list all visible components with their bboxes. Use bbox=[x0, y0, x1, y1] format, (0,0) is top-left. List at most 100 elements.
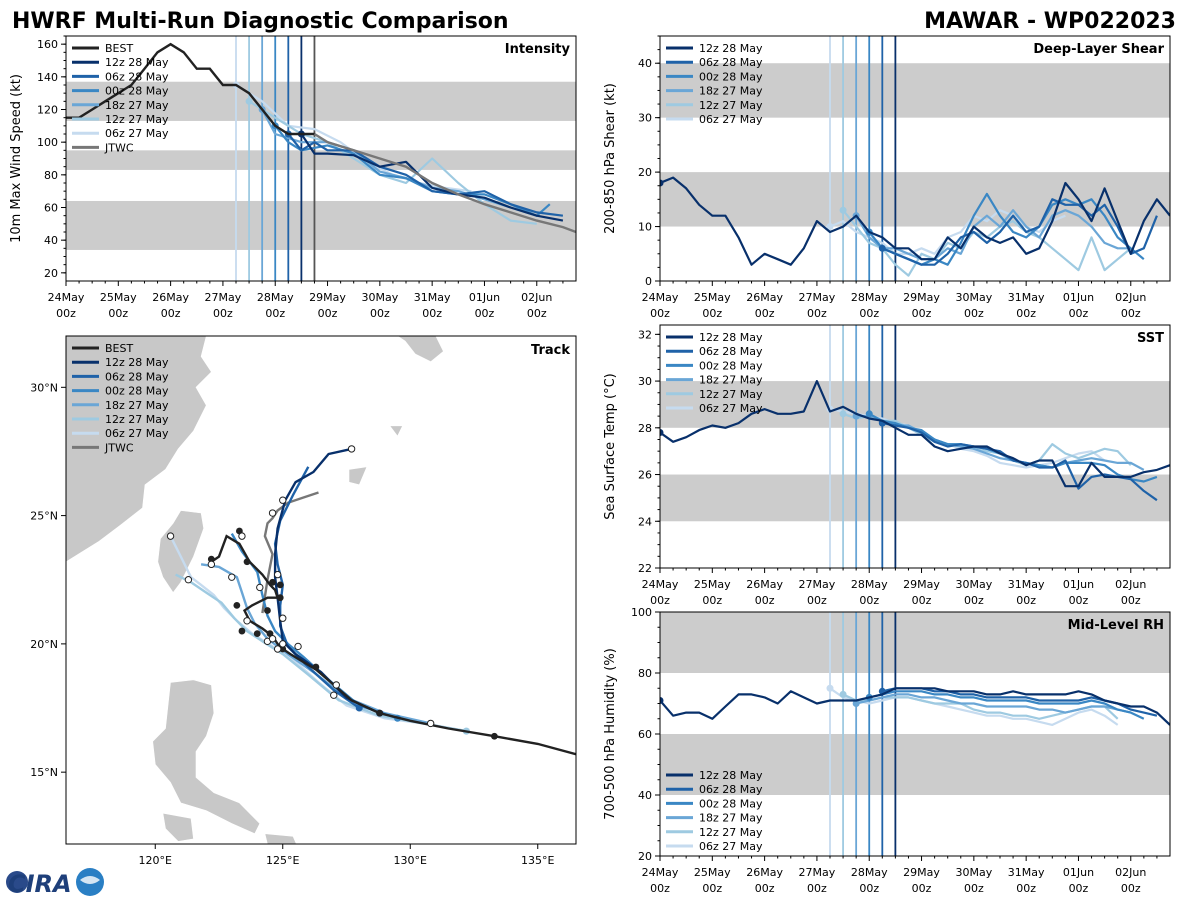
forecast-track-point bbox=[332, 681, 340, 689]
category-band bbox=[660, 734, 1170, 795]
series-line-12z-28-May bbox=[660, 176, 1170, 266]
x-tick-date: 31May bbox=[1008, 578, 1045, 591]
legend-label: 12z 28 May bbox=[699, 42, 763, 55]
legend-label: 12z 27 May bbox=[699, 826, 763, 839]
track-title: Track bbox=[531, 343, 570, 358]
x-tick-hour: 00z bbox=[702, 307, 722, 320]
legend-label: 06z 27 May bbox=[699, 402, 763, 415]
sst-plot-area bbox=[660, 325, 1170, 568]
x-tick-date: 29May bbox=[903, 291, 940, 304]
lon-tick-label: 135°E bbox=[521, 854, 554, 867]
shear-panel: 0 10 20 30 40 24May 00z 25May 00z 26May 00z 27May 00… bbox=[603, 35, 1171, 320]
landmass-mindoro bbox=[162, 812, 194, 842]
best-track-point bbox=[279, 645, 287, 653]
legend-label: 12z 28 May bbox=[105, 356, 169, 369]
best-track-point bbox=[276, 594, 284, 602]
y-tick-label: 160 bbox=[37, 38, 58, 51]
forecast-track-point bbox=[426, 719, 435, 728]
series-line-18z-27-May bbox=[855, 693, 1132, 714]
series-line-12z-27-May bbox=[842, 412, 1132, 467]
y-tick-label: 30 bbox=[638, 375, 652, 388]
legend-label: 18z 27 May bbox=[699, 374, 763, 387]
lon-tick-label: 120°E bbox=[139, 854, 172, 867]
x-tick-hour: 00z bbox=[755, 882, 775, 895]
x-tick-date: 01Jun bbox=[1063, 291, 1094, 304]
series-init-marker bbox=[660, 428, 664, 436]
x-tick-hour: 00z bbox=[213, 307, 233, 320]
track-panel: 120°E 125°E 130°E 135°E 15°N 20°N 25°N 30°N Trac… bbox=[30, 335, 577, 867]
x-tick-date: 30May bbox=[955, 291, 992, 304]
x-tick-hour: 00z bbox=[1016, 307, 1036, 320]
forecast-track-point bbox=[294, 642, 302, 651]
x-tick-hour: 00z bbox=[912, 307, 932, 320]
x-tick-hour: 00z bbox=[650, 307, 670, 320]
shear-ylabel: 200-850 hPa Shear (kt) bbox=[603, 83, 618, 234]
best-track-line bbox=[66, 42, 315, 136]
series-init-marker bbox=[839, 206, 847, 214]
series-line-12z-27-May bbox=[248, 100, 537, 225]
lat-tick-label: 15°N bbox=[30, 766, 58, 779]
legend-label: 18z 27 May bbox=[699, 812, 763, 825]
legend-label: 00z 28 May bbox=[699, 359, 763, 372]
legend-label: 06z 28 May bbox=[105, 370, 169, 383]
series-init-marker bbox=[826, 684, 834, 692]
x-tick-hour: 00z bbox=[912, 594, 932, 607]
landmass-kyushu bbox=[396, 336, 444, 363]
legend-label: 00z 28 May bbox=[105, 385, 169, 398]
y-tick-label: 28 bbox=[638, 422, 652, 435]
x-tick-hour: 00z bbox=[1121, 882, 1141, 895]
x-tick-hour: 00z bbox=[807, 882, 827, 895]
forecast-track-point bbox=[279, 640, 287, 648]
category-band bbox=[660, 172, 1170, 227]
series-init-marker bbox=[839, 410, 847, 418]
x-tick-date: 27May bbox=[799, 578, 836, 591]
series-line-12z-28-May bbox=[660, 380, 1170, 488]
landmass-samar bbox=[264, 833, 297, 844]
best-track-point bbox=[276, 581, 284, 589]
rh-plot-area bbox=[660, 612, 1170, 856]
x-tick-hour: 00z bbox=[1069, 594, 1089, 607]
x-tick-date: 31May bbox=[414, 291, 451, 304]
x-tick-date: 02Jun bbox=[1115, 291, 1146, 304]
series-init-marker bbox=[660, 179, 664, 187]
category-band bbox=[66, 81, 576, 121]
forecast-track-point bbox=[347, 445, 356, 453]
legend-label: 18z 27 May bbox=[105, 399, 169, 412]
series-init-marker bbox=[660, 696, 664, 704]
track-line-12z-28-May bbox=[273, 447, 381, 715]
forecast-track-point bbox=[184, 576, 193, 584]
legend-label: 00z 28 May bbox=[699, 797, 763, 810]
y-tick-label: 20 bbox=[638, 166, 652, 179]
jtwc-track-line bbox=[261, 491, 319, 614]
y-tick-label: 22 bbox=[638, 562, 652, 575]
y-tick-label: 20 bbox=[638, 850, 652, 863]
x-tick-hour: 00z bbox=[161, 307, 181, 320]
x-tick-date: 26May bbox=[152, 291, 189, 304]
x-tick-date: 26May bbox=[746, 578, 783, 591]
forecast-track-point bbox=[330, 691, 338, 699]
legend-label: 12z 28 May bbox=[699, 331, 763, 344]
x-tick-hour: 00z bbox=[108, 307, 128, 320]
y-tick-label: 24 bbox=[638, 515, 652, 528]
category-band bbox=[660, 474, 1170, 522]
best-track-point bbox=[253, 630, 261, 638]
x-tick-date: 01Jun bbox=[469, 291, 500, 304]
forecast-track-point bbox=[273, 570, 282, 579]
x-tick-date: 27May bbox=[205, 291, 242, 304]
y-tick-label: 80 bbox=[638, 667, 652, 680]
x-tick-date: 25May bbox=[694, 866, 731, 879]
best-track-point bbox=[233, 601, 241, 609]
best-track-point bbox=[207, 555, 215, 563]
x-tick-hour: 00z bbox=[702, 594, 722, 607]
legend-label: 00z 28 May bbox=[105, 85, 169, 98]
series-init-marker bbox=[878, 244, 886, 252]
legend-label: 12z 27 May bbox=[105, 413, 169, 426]
series-line-06z-28-May bbox=[287, 133, 564, 217]
figure-title: HWRF Multi-Run Diagnostic Comparison bbox=[12, 9, 509, 34]
lon-tick-label: 130°E bbox=[394, 854, 427, 867]
x-tick-hour: 00z bbox=[422, 307, 442, 320]
cira-logo-globe-left bbox=[6, 871, 28, 893]
legend-label: 18z 27 May bbox=[105, 99, 169, 112]
x-tick-hour: 00z bbox=[1121, 307, 1141, 320]
